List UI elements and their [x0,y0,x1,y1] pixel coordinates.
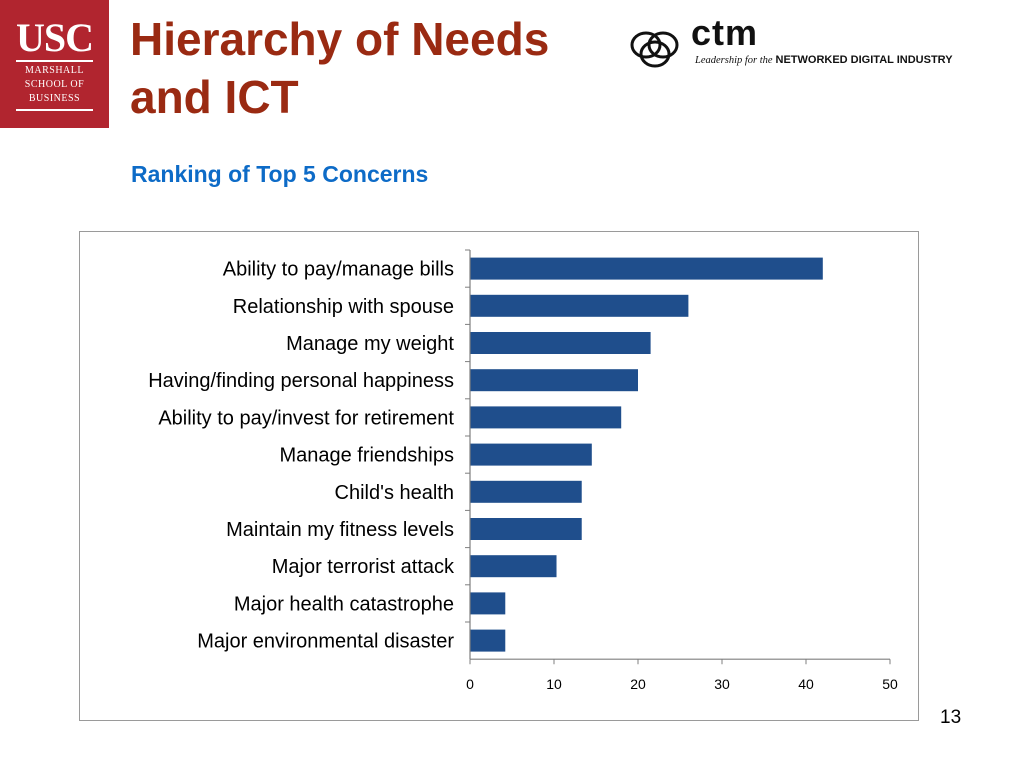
usc-logo-school-name: MARSHALL SCHOOL OF BUSINESS [0,64,109,106]
x-tick-label: 40 [798,676,814,692]
category-label: Maintain my fitness levels [226,519,454,541]
chart-bar [470,480,582,503]
chart-bar [470,555,557,578]
chart-bar [470,332,651,354]
x-tick-label: 0 [466,676,474,692]
slide-title: Hierarchy of Needs and ICT [130,10,549,126]
category-label: Major terrorist attack [272,556,455,578]
x-tick-label: 50 [882,676,898,692]
category-label: Relationship with spouse [233,296,454,318]
usc-logo-wordmark: USC [15,15,94,60]
category-label: Ability to pay/invest for retirement [158,407,454,429]
chart-bar [470,592,506,615]
ctm-logo-wordmark: ctm [691,12,759,53]
category-label: Manage friendships [279,445,454,467]
usc-logo-rule-bottom [16,109,93,111]
slide-number: 13 [940,707,962,728]
x-tick-label: 10 [546,676,562,692]
ctm-tagline-strong: NETWORKED DIGITAL INDUSTRY [775,54,953,66]
chart-bar [470,629,506,652]
category-label: Ability to pay/manage bills [223,259,454,281]
category-label: Major environmental disaster [197,631,454,653]
chart-bar [470,518,582,540]
category-label: Manage my weight [286,333,454,355]
chart-subtitle: Ranking of Top 5 Concerns [131,161,429,187]
ctm-logo: ctm Leadership for the NETWORKED DIGITAL… [627,12,987,76]
category-label: Having/finding personal happiness [148,370,454,392]
category-label: Child's health [335,482,454,504]
chart-bar [470,443,592,466]
ctm-rings-icon [630,31,679,68]
x-tick-label: 30 [714,676,730,692]
usc-logo-line: SCHOOL OF [24,79,85,90]
chart-bar [470,369,638,392]
chart-bar [470,406,622,429]
chart-bar [470,294,689,317]
x-tick-label: 20 [630,676,646,692]
usc-logo-line: BUSINESS [28,93,81,104]
ctm-tagline-lead: Leadership for the [695,55,773,66]
usc-logo-rule-top [16,60,93,62]
chart-bar [470,257,823,280]
slide-title-line-2: and ICT [130,71,299,123]
horizontal-bar-chart: Ability to pay/manage bills Relationship … [148,249,898,692]
usc-marshall-logo: USC MARSHALL SCHOOL OF BUSINESS [0,0,109,128]
slide-title-line-1: Hierarchy of Needs [130,13,550,65]
category-label: Major health catastrophe [234,593,454,615]
chart-container: Ability to pay/manage bills Relationship … [79,231,919,721]
ctm-logo-tagline: Leadership for the NETWORKED DIGITAL IND… [695,54,953,66]
usc-logo-line: MARSHALL [24,65,84,76]
